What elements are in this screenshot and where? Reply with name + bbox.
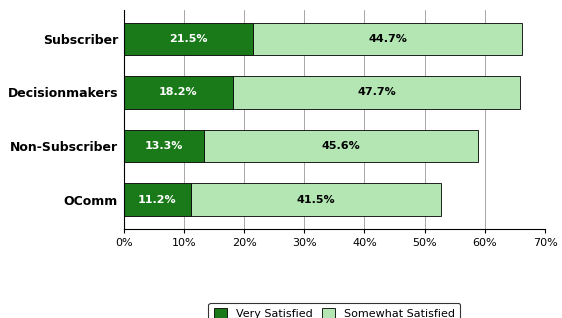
Text: 41.5%: 41.5% [297, 195, 336, 204]
Bar [124, 130, 204, 162]
Text: 45.6%: 45.6% [321, 141, 360, 151]
Text: 11.2%: 11.2% [138, 195, 176, 204]
Bar [233, 76, 520, 108]
Text: 18.2%: 18.2% [159, 87, 198, 98]
Bar [204, 130, 478, 162]
Text: 47.7%: 47.7% [357, 87, 396, 98]
Text: 44.7%: 44.7% [368, 34, 407, 44]
Text: 13.3%: 13.3% [144, 141, 183, 151]
Legend: Very Satisfied, Somewhat Satisfied: Very Satisfied, Somewhat Satisfied [209, 303, 460, 318]
Text: 21.5%: 21.5% [169, 34, 207, 44]
Bar [124, 23, 253, 55]
Bar [124, 76, 233, 108]
Bar [253, 23, 522, 55]
Bar [124, 183, 191, 216]
Bar [191, 183, 441, 216]
